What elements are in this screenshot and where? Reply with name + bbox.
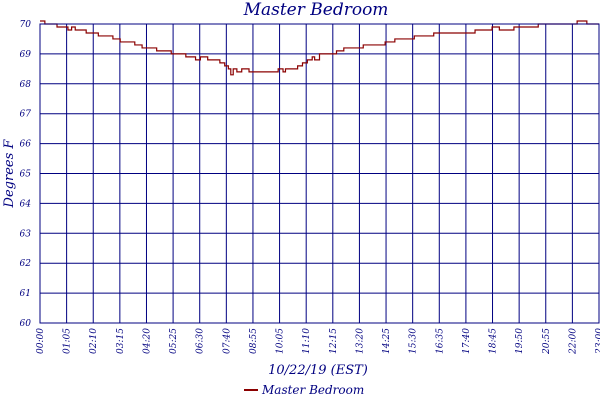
series-line-master-bedroom — [40, 20, 599, 76]
x-tick-label: 04:20 — [142, 328, 152, 354]
x-tick-label: 01:05 — [63, 328, 73, 354]
x-tick-label: 07:40 — [222, 328, 232, 354]
y-tick-label: 66 — [20, 140, 32, 150]
chart-title: Master Bedroom — [243, 0, 389, 20]
x-axis-title: 10/22/19 (EST) — [268, 363, 368, 378]
y-tick-label: 65 — [20, 170, 32, 180]
x-tick-label: 02:10 — [89, 328, 99, 354]
x-tick-label: 19:50 — [515, 328, 525, 354]
y-tick-label: 67 — [20, 110, 32, 120]
x-tick-label: 03:15 — [116, 328, 126, 354]
y-tick-label: 62 — [20, 259, 32, 269]
x-tick-label: 18:45 — [489, 328, 499, 354]
y-tick-label: 64 — [20, 199, 32, 209]
x-tick-label: 11:10 — [302, 328, 312, 354]
x-tick-label: 08:55 — [249, 328, 259, 354]
legend-label-master-bedroom: Master Bedroom — [261, 383, 364, 397]
x-tick-label: 20:55 — [542, 328, 552, 355]
x-tick-label: 00:00 — [36, 328, 46, 354]
x-tick-label: 22:00 — [568, 328, 578, 355]
legend: Master Bedroom — [244, 383, 364, 397]
y-tick-label: 69 — [20, 50, 32, 60]
y-tick-label: 60 — [20, 319, 32, 329]
x-tick-label: 05:25 — [169, 328, 179, 354]
y-axis-title: Degrees F — [2, 139, 17, 209]
x-tick-label: 16:35 — [435, 328, 445, 354]
y-tick-label: 63 — [20, 229, 32, 239]
plot-frame — [39, 23, 600, 324]
x-tick-label: 13:20 — [355, 328, 365, 354]
x-tick-label: 14:25 — [382, 328, 392, 354]
grid-lines — [39, 23, 600, 324]
series-lines — [40, 20, 599, 76]
x-tick-label: 15:30 — [409, 328, 419, 354]
y-tick-labels: 60 61 62 63 64 65 66 67 68 69 70 — [20, 20, 32, 329]
x-tick-label: 12:15 — [329, 328, 339, 354]
x-tick-label: 10:05 — [276, 328, 286, 354]
y-tick-label: 70 — [20, 20, 32, 30]
x-tick-label: 23:00 — [595, 328, 600, 355]
x-tick-labels: 00:00 01:05 02:10 03:15 04:20 05:25 06:30 07:40… — [36, 328, 600, 355]
x-tick-label: 06:30 — [196, 328, 206, 354]
y-tick-label: 68 — [20, 80, 32, 90]
x-tick-label: 17:40 — [462, 328, 472, 354]
y-tick-label: 61 — [20, 289, 31, 299]
